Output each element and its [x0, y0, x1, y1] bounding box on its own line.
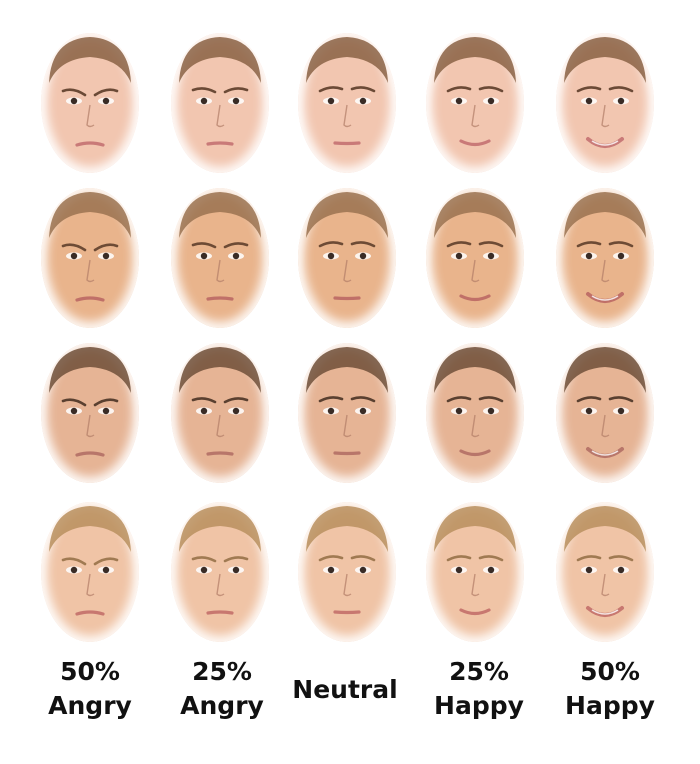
expression-labels: 50% Angry 25% Angry Neutral 25% Happy 50… — [0, 655, 700, 755]
label-line2: Angry — [157, 689, 287, 723]
label-line1: 25% — [157, 655, 287, 689]
label-happy-25: 25% Happy — [414, 655, 544, 723]
face-morph-grid — [0, 0, 700, 650]
face-row3-neutral — [298, 343, 396, 483]
face-row4-angry-50 — [41, 502, 139, 642]
face-row1-happy-25 — [426, 33, 524, 173]
label-line1: 50% — [25, 655, 155, 689]
face-row1-angry-50 — [41, 33, 139, 173]
face-row2-happy-50 — [556, 188, 654, 328]
label-angry-25: 25% Angry — [157, 655, 287, 723]
label-line2: Happy — [545, 689, 675, 723]
label-line1: 25% — [414, 655, 544, 689]
face-row4-neutral — [298, 502, 396, 642]
face-row2-angry-25 — [171, 188, 269, 328]
face-row4-happy-50 — [556, 502, 654, 642]
face-row1-happy-50 — [556, 33, 654, 173]
face-row3-angry-25 — [171, 343, 269, 483]
face-row3-happy-50 — [556, 343, 654, 483]
label-line1: Neutral — [280, 673, 410, 707]
face-row4-happy-25 — [426, 502, 524, 642]
label-line2: Angry — [25, 689, 155, 723]
face-row4-angry-25 — [171, 502, 269, 642]
face-row2-angry-50 — [41, 188, 139, 328]
face-row2-happy-25 — [426, 188, 524, 328]
label-line2: Happy — [414, 689, 544, 723]
face-row2-neutral — [298, 188, 396, 328]
face-row3-angry-50 — [41, 343, 139, 483]
label-angry-50: 50% Angry — [25, 655, 155, 723]
label-happy-50: 50% Happy — [545, 655, 675, 723]
label-line1: 50% — [545, 655, 675, 689]
label-neutral: Neutral — [280, 673, 410, 707]
face-row1-neutral — [298, 33, 396, 173]
face-row3-happy-25 — [426, 343, 524, 483]
face-row1-angry-25 — [171, 33, 269, 173]
